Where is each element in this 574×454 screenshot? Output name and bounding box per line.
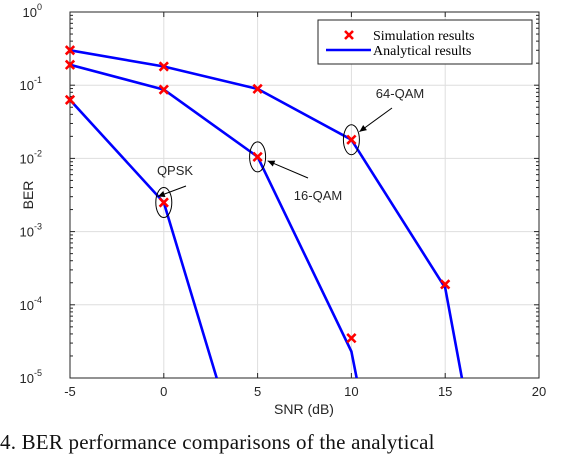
legend-simulation-label: Simulation results xyxy=(373,29,475,44)
y-tick-label: 10-1 xyxy=(20,75,42,93)
annotation-label: QPSK xyxy=(157,163,193,178)
legend: Simulation results Analytical results xyxy=(317,19,533,65)
x-tick-label: 10 xyxy=(344,384,358,399)
simulation-marker-64-qam xyxy=(346,134,357,145)
x-tick-label: -5 xyxy=(64,384,76,399)
simulation-marker-16-qam xyxy=(346,333,357,344)
legend-analytical-label: Analytical results xyxy=(373,44,471,59)
modulation-annotations: QPSK 16-QAM 64-QAM xyxy=(155,86,424,218)
y-axis-ticks: 100 10-1 10-2 10-3 10-4 10-5 xyxy=(20,2,539,386)
plot-frame xyxy=(69,11,540,379)
x-axis-label: SNR (dB) xyxy=(274,401,334,417)
annotation-arrowhead xyxy=(267,160,276,167)
x-tick-label: 5 xyxy=(254,384,261,399)
x-axis-ticks: -5 0 5 10 15 20 xyxy=(64,12,546,399)
y-axis-label: BER xyxy=(20,181,36,210)
figure-caption: 4. BER performance comparisons of the an… xyxy=(0,430,435,454)
annotation-qpsk: QPSK xyxy=(155,163,193,218)
x-tick-label: 20 xyxy=(532,384,546,399)
simulation-marker-64-qam xyxy=(440,279,451,290)
simulation-marker-16-qam xyxy=(64,59,76,70)
annotation-ellipse xyxy=(342,124,360,156)
x-tick-label: 15 xyxy=(438,384,452,399)
annotation-ellipse xyxy=(155,186,173,218)
analytical-line-qpsk xyxy=(70,99,219,378)
legend-box xyxy=(317,19,533,65)
annotation-arrow xyxy=(267,160,309,179)
y-tick-label: 100 xyxy=(23,2,42,20)
annotation-16-qam: 16-QAM xyxy=(249,141,342,203)
y-tick-label: 10-5 xyxy=(20,368,42,386)
analytical-line-16-qam xyxy=(70,63,358,378)
annotation-label: 64-QAM xyxy=(376,86,424,101)
simulation-marker-16-qam xyxy=(158,84,169,95)
x-tick-label: 0 xyxy=(160,384,167,399)
y-tick-label: 10-4 xyxy=(20,295,42,313)
simulation-marker-64-qam xyxy=(252,83,263,95)
simulation-marker-qpsk xyxy=(64,94,76,106)
annotation-arrowhead xyxy=(359,125,367,132)
annotation-ellipse xyxy=(249,141,267,173)
annotation-label: 16-QAM xyxy=(294,188,342,203)
annotation-64-qam: 64-QAM xyxy=(342,86,424,156)
simulation-marker-16-qam xyxy=(252,151,263,162)
simulation-marker-qpsk xyxy=(158,197,169,208)
analytical-lines xyxy=(70,49,464,378)
simulation-marker-64-qam xyxy=(158,61,169,72)
simulation-markers xyxy=(64,45,451,344)
annotation-arrowhead xyxy=(157,191,166,198)
y-tick-label: 10-2 xyxy=(20,148,42,166)
legend-simulation-marker xyxy=(344,30,354,40)
simulation-marker-64-qam xyxy=(64,45,76,56)
analytical-line-64-qam xyxy=(70,49,464,378)
y-tick-label: 10-3 xyxy=(20,222,42,240)
